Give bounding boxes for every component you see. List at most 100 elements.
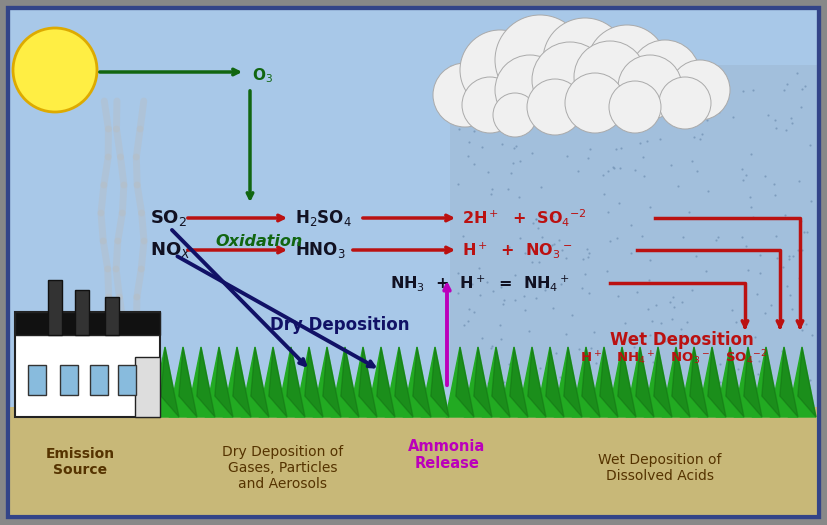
Polygon shape [474,347,492,417]
Polygon shape [359,347,377,417]
FancyBboxPatch shape [75,290,89,335]
Circle shape [433,63,497,127]
Polygon shape [528,347,546,417]
Polygon shape [572,347,600,417]
Polygon shape [644,347,672,417]
Circle shape [495,15,585,105]
Text: Wet Deposition: Wet Deposition [610,331,753,349]
Polygon shape [305,347,323,417]
Text: H$_2$SO$_4$: H$_2$SO$_4$ [295,208,352,228]
Polygon shape [241,347,269,417]
Polygon shape [431,347,449,417]
Polygon shape [421,347,449,417]
Polygon shape [672,347,690,417]
Polygon shape [259,347,287,417]
Polygon shape [482,347,510,417]
Text: O$_3$: O$_3$ [252,67,273,86]
Polygon shape [367,347,395,417]
Circle shape [659,77,711,129]
FancyBboxPatch shape [450,65,820,425]
Polygon shape [546,347,564,417]
Circle shape [495,55,565,125]
Text: SO$_2$: SO$_2$ [150,208,187,228]
FancyBboxPatch shape [105,297,119,335]
FancyBboxPatch shape [90,365,108,395]
Polygon shape [492,347,510,417]
Polygon shape [187,347,215,417]
FancyBboxPatch shape [8,407,819,517]
Polygon shape [215,347,233,417]
Text: Dry Deposition: Dry Deposition [270,316,409,334]
Polygon shape [341,347,359,417]
Polygon shape [582,347,600,417]
Polygon shape [287,347,305,417]
Polygon shape [788,347,816,417]
Circle shape [13,28,97,112]
Polygon shape [251,347,269,417]
Polygon shape [752,347,780,417]
Polygon shape [179,347,197,417]
Text: Wet Deposition of
Dissolved Acids: Wet Deposition of Dissolved Acids [598,453,722,483]
Polygon shape [509,347,528,417]
Polygon shape [377,347,395,417]
Polygon shape [716,347,744,417]
Text: NH$_3$  +  H$^+$  =  NH$_4$$^+$: NH$_3$ + H$^+$ = NH$_4$$^+$ [390,273,570,293]
FancyBboxPatch shape [8,8,819,517]
Circle shape [462,77,518,133]
Polygon shape [636,347,654,417]
FancyBboxPatch shape [15,312,160,417]
Polygon shape [743,347,762,417]
Polygon shape [698,347,726,417]
Polygon shape [464,347,492,417]
Polygon shape [626,347,654,417]
Circle shape [630,40,700,110]
Polygon shape [403,347,431,417]
Polygon shape [232,347,251,417]
Polygon shape [600,347,618,417]
Polygon shape [608,347,636,417]
Polygon shape [446,347,474,417]
Polygon shape [197,347,215,417]
Circle shape [609,81,661,133]
Polygon shape [726,347,744,417]
Polygon shape [205,347,233,417]
Text: Emission
Source: Emission Source [45,447,115,477]
Polygon shape [734,347,762,417]
Text: Dry Deposition of
Gases, Particles
and Aerosols: Dry Deposition of Gases, Particles and A… [222,445,344,491]
Polygon shape [331,347,359,417]
Polygon shape [654,347,672,417]
Polygon shape [780,347,798,417]
Text: H$^+$  +  NO$_3$$^-$: H$^+$ + NO$_3$$^-$ [462,240,572,260]
Polygon shape [223,347,251,417]
Polygon shape [413,347,431,417]
Circle shape [565,73,625,133]
Polygon shape [160,347,179,417]
Text: HNO$_3$: HNO$_3$ [295,240,346,260]
Text: 2H$^+$  +  SO$_4$$^{-2}$: 2H$^+$ + SO$_4$$^{-2}$ [462,207,587,229]
Text: Oxidation: Oxidation [215,235,302,249]
FancyBboxPatch shape [48,280,62,335]
Polygon shape [662,347,690,417]
FancyBboxPatch shape [135,357,160,417]
Polygon shape [323,347,341,417]
FancyBboxPatch shape [28,365,46,395]
Polygon shape [690,347,708,417]
Circle shape [587,25,667,105]
Polygon shape [313,347,341,417]
Circle shape [532,42,608,118]
Polygon shape [762,347,780,417]
Polygon shape [500,347,528,417]
Text: Ammonia
Release: Ammonia Release [409,439,485,471]
Polygon shape [277,347,305,417]
FancyBboxPatch shape [118,365,136,395]
Circle shape [543,18,627,102]
Polygon shape [518,347,546,417]
Circle shape [670,60,730,120]
Polygon shape [680,347,708,417]
Polygon shape [708,347,726,417]
Polygon shape [456,347,474,417]
Polygon shape [618,347,636,417]
Polygon shape [269,347,287,417]
Circle shape [460,30,540,110]
Polygon shape [385,347,413,417]
